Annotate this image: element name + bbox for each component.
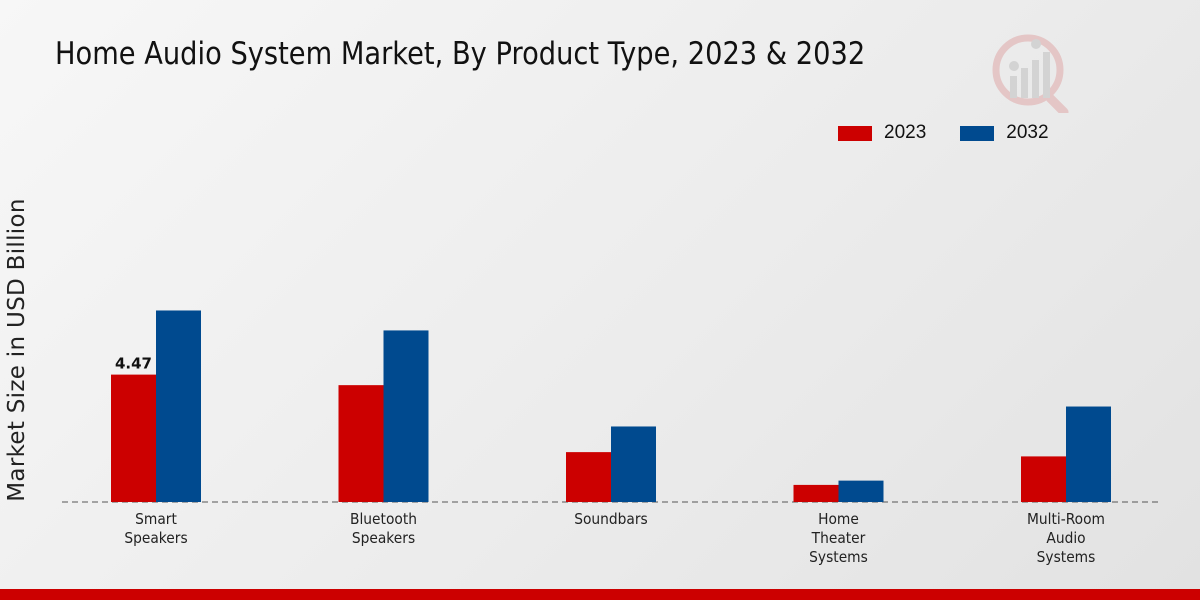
legend-item-2023: 2023: [838, 122, 926, 144]
bar-2032-1: [383, 330, 429, 502]
bottom-accent-bar: [0, 589, 1200, 600]
x-tick-label-line: Multi-Room: [1027, 512, 1105, 529]
x-tick-label-line: Smart: [135, 512, 177, 529]
chart-title: Home Audio System Market, By Product Typ…: [55, 36, 866, 72]
x-tick-label-line: Systems: [809, 550, 868, 567]
x-tick-label-0: Smart Speakers: [124, 512, 187, 548]
bar-2032-2: [611, 426, 656, 502]
bar-2023-0: [111, 374, 156, 502]
bar-2032-3: [838, 480, 884, 502]
bar-2023-2: [566, 452, 611, 502]
legend-label-2032: 2032: [1006, 122, 1049, 143]
bar-2023-4: [1021, 456, 1066, 502]
bar-2032-4: [1066, 406, 1111, 502]
x-tick-label-line: Bluetooth: [350, 512, 417, 529]
legend-swatch-2032: [960, 125, 995, 141]
x-tick-label-line: Audio: [1046, 531, 1085, 548]
bar-2032-0: [156, 310, 201, 502]
x-tick-label-2: Soundbars: [574, 512, 648, 529]
data-label-0: 4.47: [115, 355, 152, 373]
x-tick-label-4: Multi-Room Audio Systems: [1027, 512, 1105, 567]
brand-logo-icon: [992, 34, 1069, 113]
bar-2023-1: [338, 385, 384, 502]
chart-legend: 2023 2032: [838, 122, 1049, 144]
x-tick-label-line: Speakers: [124, 531, 187, 548]
x-tick-label-line: Theater: [811, 531, 866, 548]
x-tick-label-line: Speakers: [352, 531, 415, 548]
x-tick-label-line: Home: [818, 512, 859, 529]
legend-item-2032: 2032: [960, 122, 1049, 144]
x-tick-label-3: Home Theater Systems: [809, 512, 868, 567]
bar-2023-3: [793, 484, 839, 502]
x-tick-label-line: Soundbars: [574, 512, 648, 529]
legend-label-2023: 2023: [884, 122, 927, 143]
x-tick-label-1: Bluetooth Speakers: [350, 512, 417, 548]
legend-swatch-2023: [838, 125, 872, 141]
x-tick-label-line: Systems: [1037, 550, 1096, 567]
